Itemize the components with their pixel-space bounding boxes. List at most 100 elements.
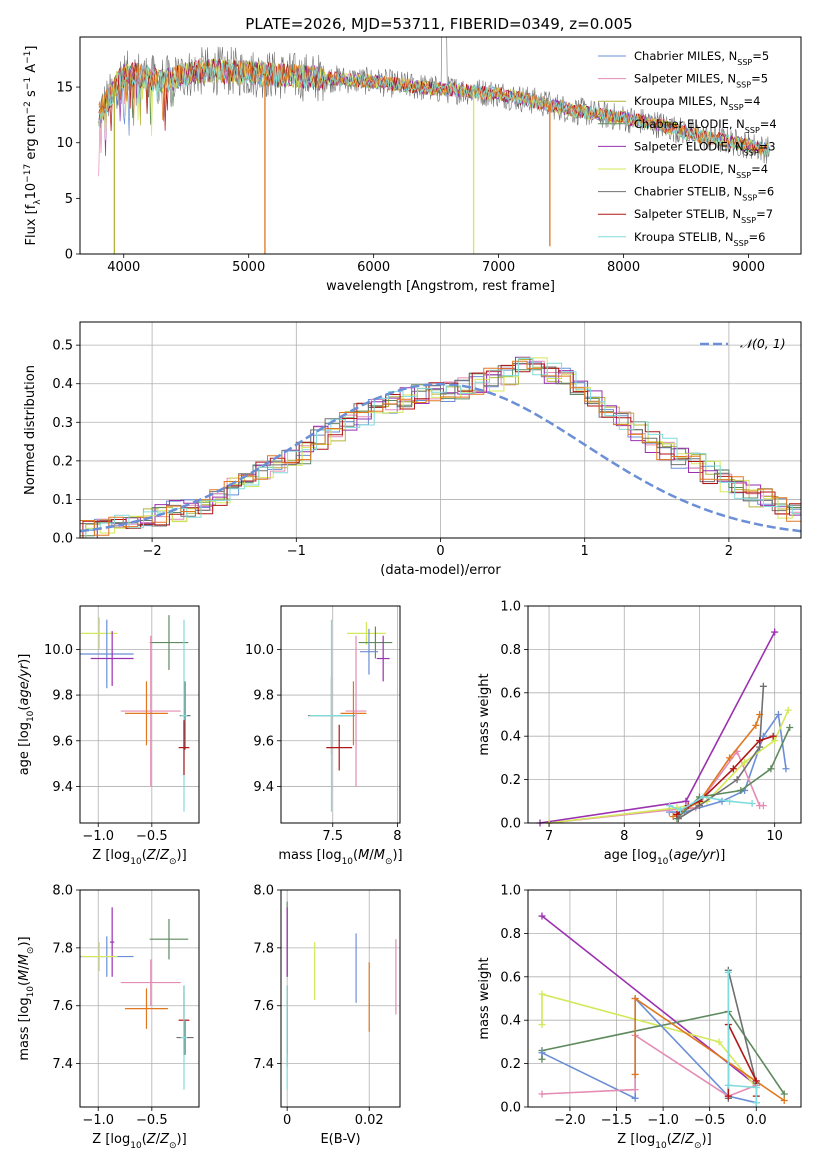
x-axis-label-part: /: [156, 848, 161, 863]
spectrum-panel: 4000 5000 6000 7000 8000 9000 0 5 10 15 wavelength…: [23, 36, 802, 294]
y-axis-label-part: log: [17, 997, 32, 1017]
x-axis-label-part: 10: [130, 1141, 142, 1151]
y-axis-label-part: mass weight: [477, 673, 492, 755]
x-axis-label-part: )]: [392, 848, 402, 863]
legend-sub: SSP: [741, 216, 756, 225]
x-tick-label: −0.5: [694, 1113, 726, 1128]
series-marker-Salpeter_STELIB: [769, 732, 777, 740]
histogram-Kroupa_STELIB: [85, 357, 801, 538]
x-axis-label-part: wavelength [Angstrom, rest frame]: [326, 279, 555, 294]
y-axis-label-part: A: [24, 64, 39, 77]
histogram-Kroupa_ELODIE: [85, 357, 801, 538]
series-marker-orange: [752, 721, 760, 729]
y-tick-label: 8.0: [253, 884, 274, 899]
legend-text: Chabrier STELIB, N: [634, 185, 742, 199]
y-axis-label-part: −1: [23, 77, 33, 90]
x-tick-label: 8: [620, 829, 628, 844]
y-axis-label-part: Normed distribution: [23, 365, 38, 495]
y-axis-label-part: ⊙: [26, 947, 36, 955]
y-tick-label: 0.0: [500, 817, 521, 832]
legend-text: Salpeter STELIB, N: [634, 207, 741, 221]
y-axis-label-part: )]: [17, 654, 32, 664]
legend-sub: SSP: [744, 148, 759, 157]
legend-tail: =4: [751, 162, 768, 176]
series-marker-Kroupa_STELIB: [665, 802, 673, 810]
x-axis-label-part: Z: [159, 848, 170, 863]
legend-label-gaussian: 𝒩(0, 1): [740, 336, 786, 351]
series-marker-Chabrier_ELODIE: [538, 1055, 546, 1063]
series-marker-Chabrier_MILES: [538, 1049, 546, 1057]
series-marker-Chabrier_MILES: [718, 797, 726, 805]
y-tick-label: 7.4: [253, 1057, 274, 1072]
legend-label-Salpeter_ELODIE: Salpeter ELODIE, NSSP=3: [634, 139, 776, 157]
residual-histogram-panel: −2 −1 0 1 2 0.0 0.1 0.2 0.3 0.4 0.5 (data-model)/er…: [23, 321, 802, 578]
legend-tail: =7: [756, 207, 773, 221]
x-tick-label: −1.5: [601, 1113, 633, 1128]
legend-label-Chabrier_STELIB: Chabrier STELIB, NSSP=6: [634, 185, 774, 203]
y-tick-label: 10: [56, 136, 73, 151]
legend-text: Chabrier MILES, N: [634, 49, 737, 63]
y-axis-label: age [log10(age/yr)]: [17, 654, 36, 776]
y-tick-label: 9.4: [52, 780, 73, 795]
series-marker-Salpeter_STELIB: [729, 765, 737, 773]
x-axis-label-part: 10: [655, 1141, 667, 1151]
legend-tail: =3: [759, 139, 776, 153]
x-axis-label-part: 10: [130, 857, 142, 867]
x-axis-label-part: ⊙: [694, 1141, 702, 1151]
y-tick-label: 0.2: [500, 1057, 521, 1072]
x-axis-label-part: age/yr: [673, 848, 716, 863]
y-tick-label: 0.0: [500, 1101, 521, 1116]
series-marker-Kroupa_ELODIE: [715, 1038, 723, 1046]
y-tick-label: 0.1: [52, 493, 73, 508]
series-marker-Kroupa_ELODIE: [538, 990, 546, 998]
series-marker-orange: [631, 1070, 639, 1078]
x-axis-label-part: Z: [159, 1132, 170, 1147]
series-marker-Salpeter_STELIB: [673, 810, 681, 818]
y-tick-label: 9.8: [52, 689, 73, 704]
y-tick-label: 9.6: [52, 734, 73, 749]
series-line-Kroupa_ELODIE: [541, 993, 757, 1089]
series-line-Kroupa_STELIB: [727, 972, 758, 1103]
axes-frame: [527, 605, 802, 824]
x-axis-label-part: mass [: [278, 848, 321, 863]
y-axis-label-part: mass weight: [477, 957, 492, 1039]
series-marker-Salpeter_STELIB: [724, 1092, 732, 1100]
x-tick-label: 4000: [107, 260, 140, 275]
x-tick-label: 0.0: [746, 1113, 767, 1128]
series-line-Salpeter_MILES: [549, 749, 764, 824]
x-tick-label: −0.5: [136, 1113, 168, 1128]
x-axis-label-part: (: [668, 848, 673, 863]
y-axis-label: Flux [fλ10−17 erg cm−2 s−1 A−1]: [23, 46, 43, 246]
x-axis-label-part: log: [110, 848, 130, 863]
x-axis-label: Z [log10(Z/Z⊙)]: [92, 1132, 186, 1151]
x-axis-label-part: log: [637, 848, 657, 863]
y-axis-label-part: λ: [33, 199, 43, 205]
series-marker-Chabrier_MILES: [774, 711, 782, 718]
legend-label-Chabrier_MILES: Chabrier MILES, NSSP=5: [634, 49, 769, 67]
y-axis-label-part: 10: [26, 986, 36, 998]
legend-tail: =4: [760, 117, 777, 131]
y-tick-label: 1.0: [500, 600, 521, 615]
y-tick-label: 7.6: [253, 999, 274, 1014]
series-marker-orange: [726, 754, 734, 762]
x-axis-label-part: Z: [671, 1132, 682, 1147]
series-marker-Kroupa_STELIB: [752, 1099, 760, 1107]
series-marker-Salpeter_ELODIE: [682, 797, 690, 805]
x-axis-label-part: (: [353, 848, 358, 863]
x-axis-label: age [log10(age/yr)]: [604, 848, 726, 867]
series-marker-Kroupa_STELIB: [752, 1083, 760, 1091]
y-axis-label-part: −2: [23, 101, 33, 114]
x-tick-label: −2: [143, 544, 162, 559]
legend-text: Kroupa STELIB, N: [634, 230, 734, 244]
y-axis-label: Normed distribution: [23, 365, 38, 495]
series-marker-Salpeter_MILES: [759, 802, 767, 810]
series-marker-Salpeter_ELODIE: [538, 912, 546, 920]
x-tick-label: 9000: [732, 260, 765, 275]
spectrum-line-Kroupa_STELIB: [98, 59, 770, 158]
x-tick-label: −1.0: [647, 1113, 679, 1128]
y-tick-label: 7.4: [52, 1057, 73, 1072]
legend-tail: =4: [744, 94, 761, 108]
x-tick-label: 0: [436, 544, 444, 559]
y-tick-label: 7.8: [52, 941, 73, 956]
